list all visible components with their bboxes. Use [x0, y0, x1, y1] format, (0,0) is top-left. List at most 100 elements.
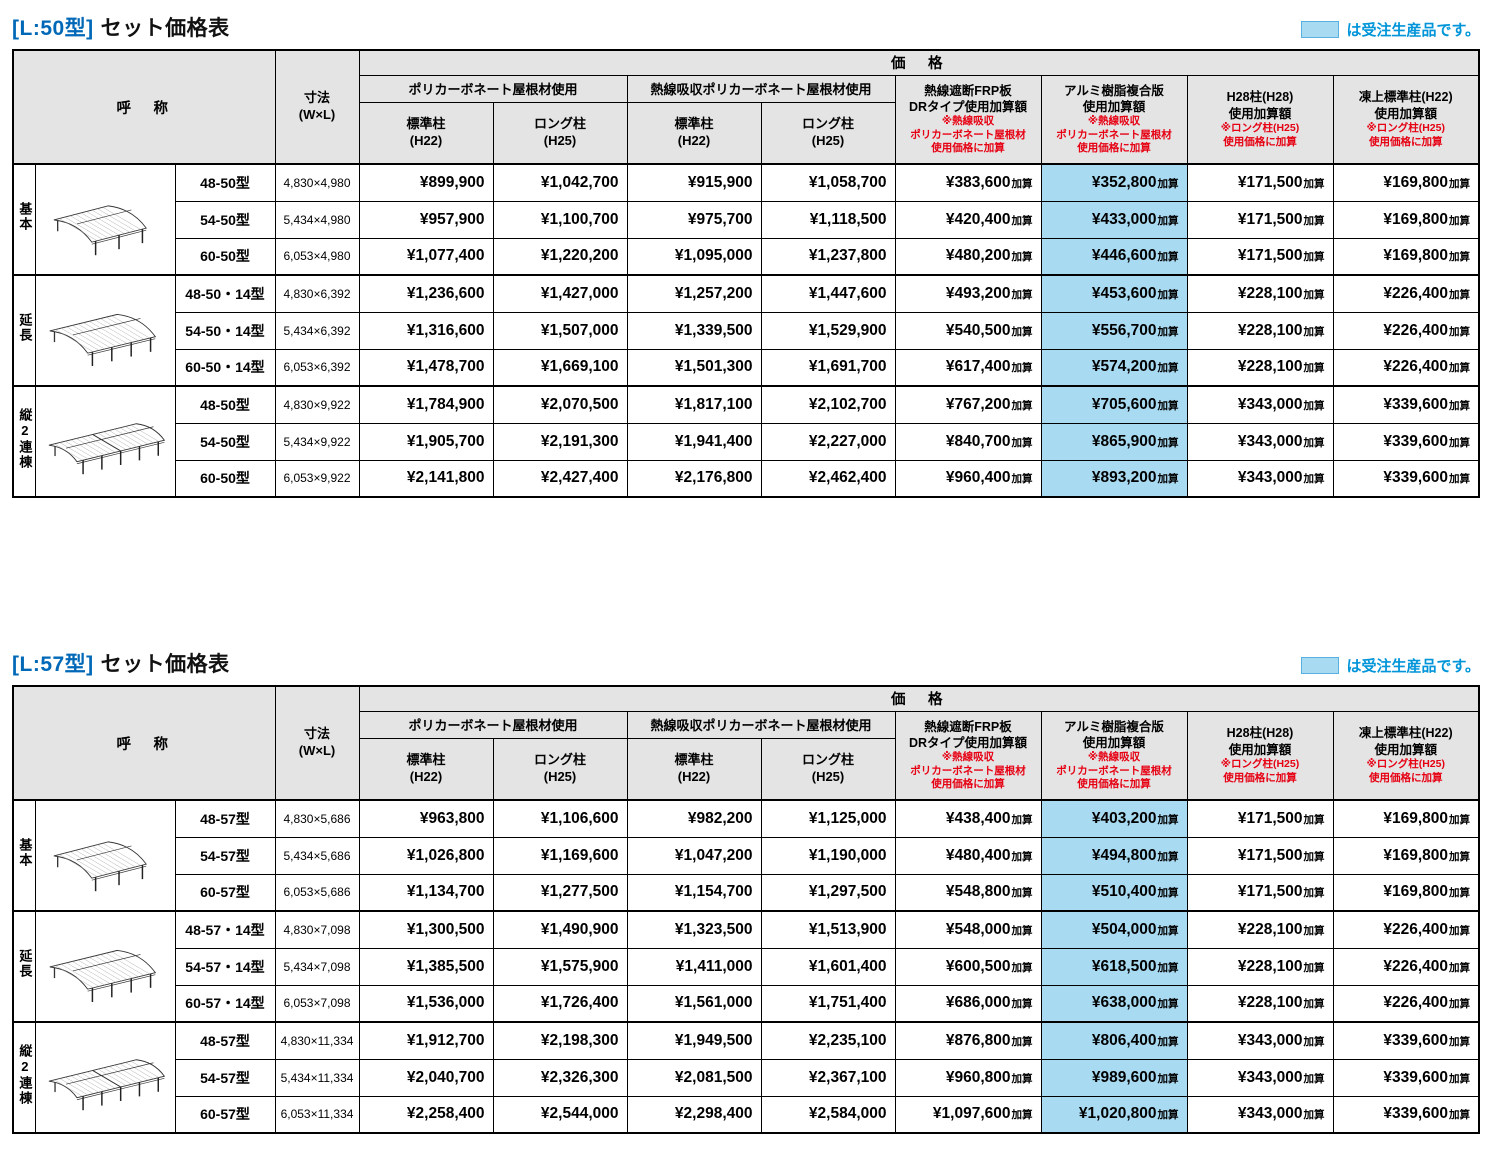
price-cell: ¥504,000加算: [1040, 910, 1188, 949]
model-cell: 54-57・14型: [174, 947, 276, 986]
price-cell: ¥2,141,800: [358, 459, 494, 498]
price-cell: ¥171,500加算: [1186, 799, 1334, 838]
price-cell: ¥982,200: [626, 799, 762, 838]
price-cell: ¥2,462,400: [760, 459, 896, 498]
size-cell: 4,830×9,922: [274, 385, 360, 424]
size-cell: 4,830×4,980: [274, 163, 360, 202]
red-note: 使用価格に加算: [1369, 771, 1443, 784]
red-note: 使用価格に加算: [1077, 142, 1151, 155]
price-cell: ¥963,800: [358, 799, 494, 838]
model-cell: 48-50型: [174, 385, 276, 424]
made-to-order-swatch: [1301, 21, 1340, 38]
price-cell: ¥1,339,500: [626, 311, 762, 350]
table-row: 延長 48-50・14型 4,830×6,392 ¥1,236,600 ¥1,427,0…: [12, 274, 1480, 387]
price-cell: ¥2,070,500: [492, 385, 628, 424]
price-cell: ¥556,700加算: [1040, 311, 1188, 350]
table-row: 60-50型 6,053×9,922 ¥2,141,800 ¥2,427,400 ¥2,…: [13, 459, 1480, 498]
red-note: ※熱線吸収: [1087, 751, 1141, 764]
red-note: ※熱線吸収: [941, 751, 995, 764]
table-row: 54-50型 5,434×9,922 ¥1,905,700 ¥2,191,300 ¥1,…: [13, 422, 1480, 461]
price-cell: ¥1,905,700: [358, 422, 494, 461]
model-cell: 54-50型: [174, 200, 276, 239]
model-cell: 48-50・14型: [174, 274, 276, 313]
price-cell: ¥957,900: [358, 200, 494, 239]
price-cell: ¥960,400加算: [894, 459, 1042, 498]
price-cell: ¥1,220,200: [492, 237, 628, 276]
price-table: 呼 称寸法 (W×L) 価 格ポリカーボネート屋根材使用 熱線吸収ポリカーボネート屋根…: [12, 49, 1480, 498]
model-cell: 48-50型: [174, 163, 276, 202]
size-cell: 4,830×11,334: [274, 1021, 360, 1060]
price-cell: ¥228,100加算: [1186, 910, 1334, 949]
size-cell: 4,830×7,098: [274, 910, 360, 949]
price-cell: ¥1,316,600: [358, 311, 494, 350]
price-cell: ¥915,900: [626, 163, 762, 202]
carport-illustration-cell: [34, 799, 176, 912]
price-cell: ¥1,784,900: [358, 385, 494, 424]
section-title-text: セット価格表: [100, 653, 230, 676]
table-row: 60-50・14型 6,053×6,392 ¥1,478,700 ¥1,669,100…: [13, 348, 1480, 387]
header-add-column-2: H28柱(H28) 使用加算額 ※ロング柱(H25) 使用価格に加算: [1186, 74, 1334, 165]
price-cell: ¥343,000加算: [1186, 1021, 1334, 1060]
price-cell: ¥2,191,300: [492, 422, 628, 461]
price-cell: ¥1,601,400: [760, 947, 896, 986]
price-cell: ¥893,200加算: [1040, 459, 1188, 498]
price-cell: ¥2,427,400: [492, 459, 628, 498]
price-cell: ¥1,385,500: [358, 947, 494, 986]
price-cell: ¥228,100加算: [1186, 984, 1334, 1023]
price-cell: ¥1,042,700: [492, 163, 628, 202]
price-cell: ¥343,000加算: [1186, 385, 1334, 424]
price-cell: ¥383,600加算: [894, 163, 1042, 202]
size-cell: 4,830×6,392: [274, 274, 360, 313]
table-row: 54-50・14型 5,434×6,392 ¥1,316,600 ¥1,507,000…: [13, 311, 1480, 350]
price-cell: ¥228,100加算: [1186, 311, 1334, 350]
group-label: 縦2連棟: [12, 1021, 36, 1134]
model-cell: 48-57型: [174, 1021, 276, 1060]
price-cell: ¥1,236,600: [358, 274, 494, 313]
price-cell: ¥226,400加算: [1332, 311, 1480, 350]
model-cell: 60-57型: [174, 873, 276, 912]
header-pillar: ロング柱 (H25): [492, 737, 628, 801]
price-cell: ¥1,106,600: [492, 799, 628, 838]
price-cell: ¥169,800加算: [1332, 200, 1480, 239]
price-cell: ¥171,500加算: [1186, 237, 1334, 276]
price-cell: ¥2,102,700: [760, 385, 896, 424]
price-cell: ¥2,326,300: [492, 1058, 628, 1097]
price-cell: ¥228,100加算: [1186, 947, 1334, 986]
red-note: 使用価格に加算: [1369, 135, 1443, 148]
price-cell: ¥226,400加算: [1332, 348, 1480, 387]
red-note: ※ロング柱(H25): [1366, 757, 1445, 770]
carport-illustration: [48, 423, 166, 475]
section-title-tag: [L:57型]: [12, 653, 94, 676]
carport-illustration-cell: [34, 274, 176, 387]
size-cell: 4,830×5,686: [274, 799, 360, 838]
table-row: 60-57・14型 6,053×7,098 ¥1,536,000 ¥1,726,400…: [13, 984, 1480, 1023]
price-cell: ¥1,691,700: [760, 348, 896, 387]
price-cell: ¥1,277,500: [492, 873, 628, 912]
price-cell: ¥1,941,400: [626, 422, 762, 461]
price-cell: ¥2,235,100: [760, 1021, 896, 1060]
price-cell: ¥1,912,700: [358, 1021, 494, 1060]
price-cell: ¥343,000加算: [1186, 1095, 1334, 1134]
red-note: 使用価格に加算: [931, 142, 1005, 155]
legend-text: は受注生産品です。: [1346, 658, 1480, 675]
carport-illustration-cell: [34, 385, 176, 498]
red-note: ※ロング柱(H25): [1220, 121, 1300, 134]
header-size: 寸法 (W×L): [274, 685, 360, 801]
price-cell: ¥169,800加算: [1332, 799, 1480, 838]
header-roof-type-0: ポリカーボネート屋根材使用: [358, 710, 628, 739]
header-add-column-0: 熱線遮断FRP板 DRタイプ使用加算額 ※熱線吸収 ポリカーボネート屋根材 使用価格に加…: [894, 710, 1042, 801]
price-cell: ¥2,544,000: [492, 1095, 628, 1134]
price-cell: ¥638,000加算: [1040, 984, 1188, 1023]
model-cell: 60-50・14型: [174, 348, 276, 387]
price-cell: ¥600,500加算: [894, 947, 1042, 986]
carport-illustration: [53, 841, 147, 892]
model-cell: 54-50・14型: [174, 311, 276, 350]
price-cell: ¥510,400加算: [1040, 873, 1188, 912]
carport-illustration: [49, 313, 157, 367]
price-cell: ¥1,300,500: [358, 910, 494, 949]
price-cell: ¥171,500加算: [1186, 200, 1334, 239]
price-cell: ¥169,800加算: [1332, 836, 1480, 875]
header-pillar: 標準柱 (H22): [626, 101, 762, 165]
price-cell: ¥480,400加算: [894, 836, 1042, 875]
size-cell: 6,053×5,686: [274, 873, 360, 912]
